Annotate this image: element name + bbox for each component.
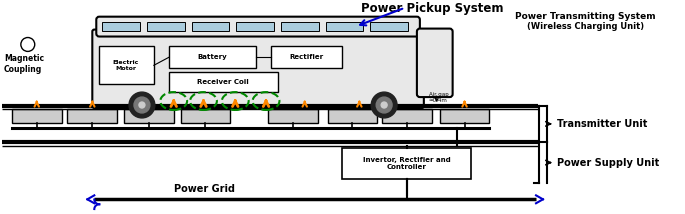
- Bar: [147, 22, 185, 31]
- Circle shape: [376, 97, 392, 113]
- Text: Power Pickup System: Power Pickup System: [360, 2, 503, 15]
- Text: Power Supply Unit: Power Supply Unit: [557, 158, 659, 168]
- Text: Electric
Motor: Electric Motor: [113, 60, 139, 71]
- Circle shape: [381, 102, 387, 108]
- Text: Power Grid: Power Grid: [174, 184, 235, 194]
- Circle shape: [129, 92, 155, 118]
- Bar: [169, 46, 256, 68]
- Text: Invertor, Rectifier and
Controller: Invertor, Rectifier and Controller: [363, 157, 451, 170]
- Text: Air gap
≈0.4m: Air gap ≈0.4m: [429, 92, 449, 103]
- Bar: [12, 109, 62, 123]
- Bar: [192, 22, 229, 31]
- Bar: [271, 46, 342, 68]
- Circle shape: [139, 102, 145, 108]
- Bar: [327, 109, 377, 123]
- Bar: [181, 109, 230, 123]
- Bar: [236, 22, 274, 31]
- Bar: [281, 22, 319, 31]
- Bar: [440, 109, 489, 123]
- Bar: [325, 22, 363, 31]
- Bar: [102, 22, 140, 31]
- FancyBboxPatch shape: [92, 30, 424, 108]
- Circle shape: [371, 92, 397, 118]
- Text: Rectifier: Rectifier: [290, 54, 324, 60]
- Bar: [68, 109, 117, 123]
- Bar: [382, 109, 432, 123]
- Text: Magnetic
Coupling: Magnetic Coupling: [4, 54, 44, 74]
- FancyBboxPatch shape: [417, 29, 453, 97]
- Text: Power Transmitting System: Power Transmitting System: [515, 12, 656, 21]
- Text: Battery: Battery: [197, 54, 227, 60]
- Bar: [99, 46, 154, 84]
- Text: Transmitter Unit: Transmitter Unit: [557, 119, 647, 129]
- Bar: [371, 22, 408, 31]
- Circle shape: [134, 97, 150, 113]
- Text: (Wireless Charging Unit): (Wireless Charging Unit): [527, 22, 644, 31]
- Bar: [268, 109, 318, 123]
- Text: Receiver Coil: Receiver Coil: [197, 79, 249, 85]
- Bar: [342, 148, 471, 180]
- Bar: [124, 109, 174, 123]
- Bar: [169, 72, 278, 92]
- FancyBboxPatch shape: [97, 17, 420, 37]
